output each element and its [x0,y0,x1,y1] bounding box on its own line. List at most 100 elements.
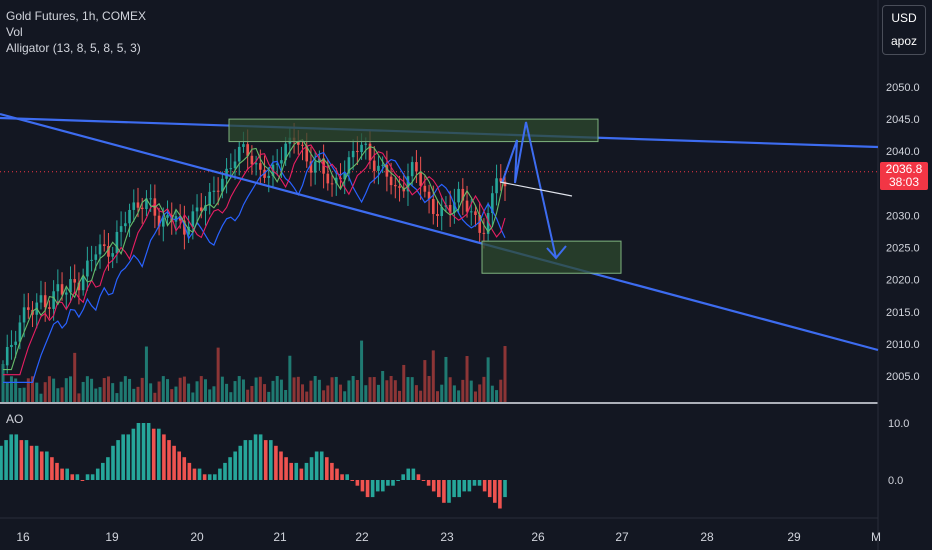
candle-body [377,165,380,171]
candle-body [221,178,224,192]
candle-body [482,232,486,234]
candle-body [351,150,355,158]
volume-bar [254,377,258,402]
bar-countdown: 38:03 [888,175,920,189]
volume-bar [402,364,406,402]
ao-bar [34,445,39,480]
ao-bar [157,428,161,480]
candle-body [48,307,51,309]
projected-path [501,121,557,259]
ao-bar [126,434,131,480]
volume-bar [313,376,317,402]
volume-bar [187,383,191,402]
volume-bar [301,384,305,402]
candle-body [14,341,17,345]
ao-bar [141,423,146,480]
ao-bar [370,480,375,498]
symbol-title[interactable]: Gold Futures, 1h, COMEX [6,9,147,23]
candle-body [431,198,435,214]
currency-selector[interactable]: USD apoz [882,5,926,55]
price-tick-label: 2025.0 [886,243,920,255]
candle-body [86,260,89,277]
ao-bar [121,434,125,480]
volume-bar [77,393,81,402]
ao-bar [437,480,441,498]
volume-bar [330,377,334,402]
candle-body [22,307,26,323]
candle-body [305,145,309,162]
candle-body [356,150,359,153]
candle-body [330,183,334,185]
last-price-value: 2036.8 [885,162,923,176]
candle-body [368,143,372,161]
candle-body [250,155,254,165]
candle-body [119,226,123,232]
candle-body [259,163,262,170]
ao-bar [70,474,75,480]
ao-bar [401,474,405,480]
volume-bar [208,389,212,402]
candle-body [465,200,469,212]
support-trendline [0,112,879,352]
candle-body [216,190,220,192]
candle-body [499,178,503,182]
ao-bar [330,462,334,480]
ao-bar [467,480,472,492]
volume-bar [271,380,275,402]
volume-bar [343,391,347,402]
ao-bar [50,457,54,480]
volume-bar [43,382,47,402]
date-tick-label: 16 [16,530,30,544]
volume-indicator-label[interactable]: Vol [6,25,23,39]
candle-body [486,213,490,234]
ao-bar [111,445,115,480]
price-tick-label: 2040.0 [886,146,920,158]
ao-bar [442,480,446,503]
date-tick-label: 26 [531,530,545,544]
ao-bar [197,468,202,480]
price-pane[interactable] [0,122,878,402]
ao-indicator-label[interactable]: AO [6,412,24,426]
volume-bar [39,393,43,402]
ao-bar [243,440,248,480]
candle-body [191,211,195,227]
candle-body [334,177,338,184]
volume-bar [347,380,351,402]
candle-body [39,295,43,303]
volume-bar [334,376,338,402]
volume-bar [393,380,397,402]
date-tick-label: M [871,530,881,544]
volume-bar [292,377,296,402]
alligator-indicator-label[interactable]: Alligator (13, 8, 5, 8, 5, 3) [6,41,141,55]
volume-bar [389,376,393,402]
volume-bar [461,379,465,402]
volume-bar [423,360,427,402]
candle-body [166,215,169,218]
ao-pane[interactable] [0,423,507,509]
ao-bar [381,480,385,492]
ao-bar [151,428,156,480]
volume-bar [326,385,330,402]
volume-bar [237,376,241,402]
volume-bar [229,392,233,402]
ao-bar [65,468,69,480]
ao-bar [29,445,34,480]
candle-body [385,164,389,177]
chart-legend: Gold Futures, 1h, COMEX Vol Alligator (1… [6,8,146,56]
volume-bar [410,377,414,402]
candle-body [364,143,368,145]
candle-body [5,347,9,366]
candle-body [267,175,271,178]
candle-body [77,282,81,291]
candle-body [90,259,93,261]
candle-body [326,173,330,184]
volume-bar [203,379,207,402]
candle-body [284,143,287,161]
drawings[interactable] [0,112,879,352]
ao-bar [406,468,411,480]
volume-bar [486,357,490,402]
volume-bar [106,376,110,402]
candle-body [107,245,110,257]
candle-body [419,171,422,186]
